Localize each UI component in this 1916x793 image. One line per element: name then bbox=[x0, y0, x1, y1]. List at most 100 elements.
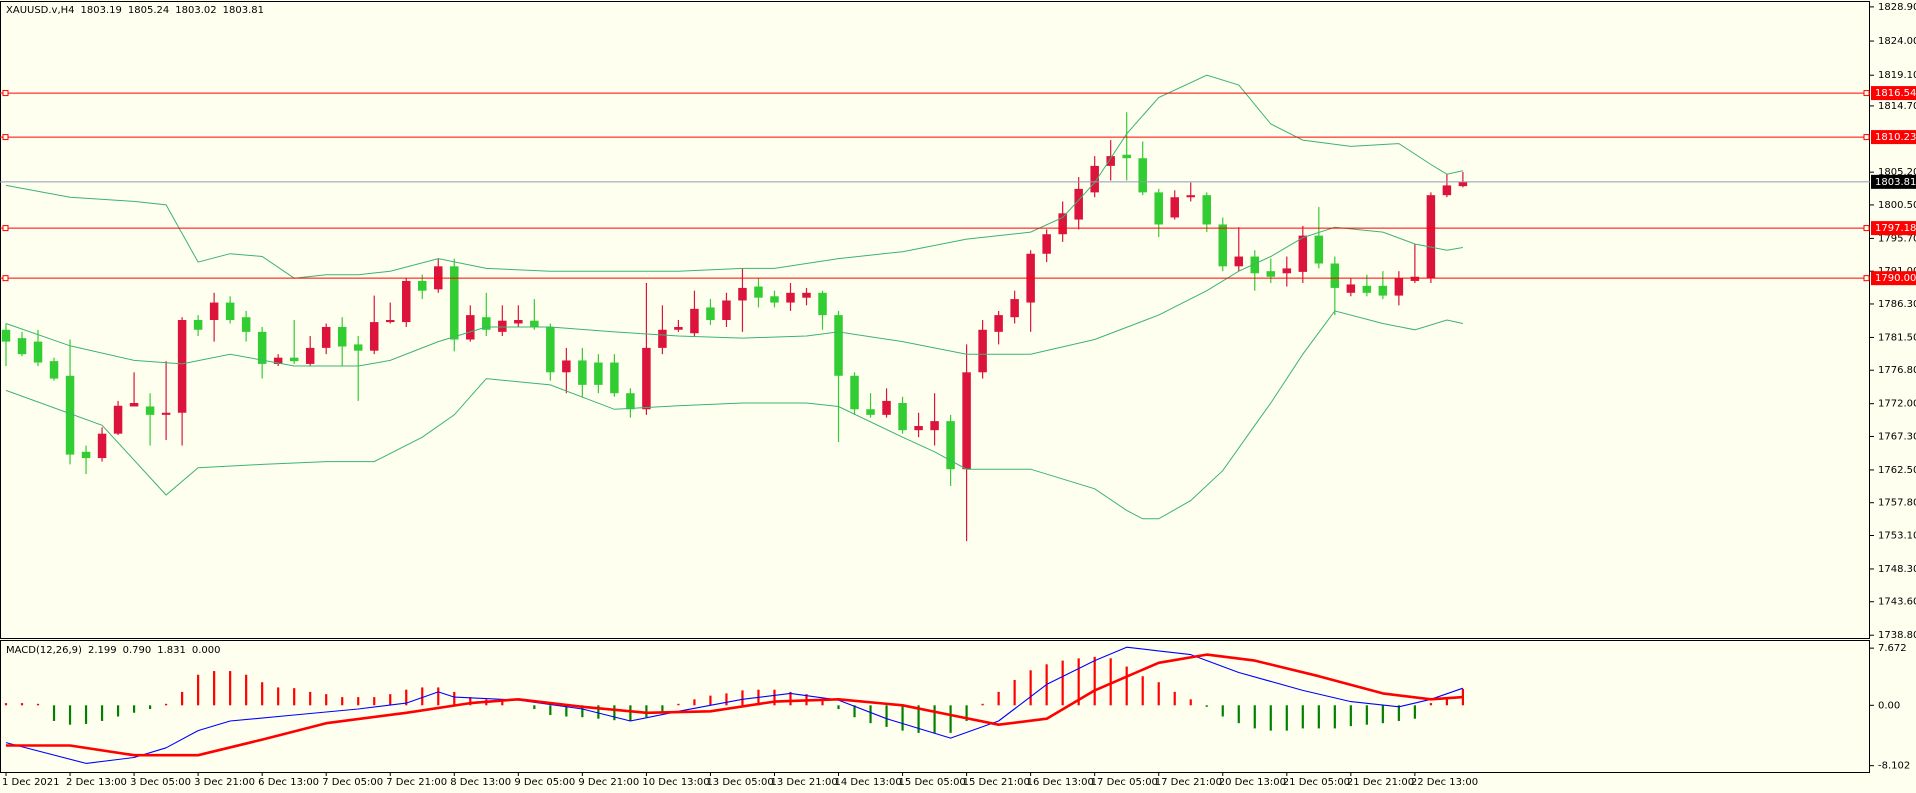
level-marker bbox=[1863, 90, 1870, 97]
candle-body bbox=[722, 300, 731, 320]
bollinger-band bbox=[5, 226, 1463, 367]
candle-body bbox=[418, 280, 427, 291]
candle-body bbox=[17, 338, 27, 355]
y-tick-label: 1776.80 bbox=[1878, 365, 1916, 376]
candle-body bbox=[898, 402, 907, 431]
y-tick-label: 1767.30 bbox=[1878, 431, 1916, 442]
candle-body bbox=[1458, 181, 1468, 187]
header-value: 1805.24 bbox=[128, 5, 169, 16]
y-tick-label: 0.00 bbox=[1878, 700, 1900, 711]
candle-body bbox=[1394, 278, 1404, 296]
candle-body bbox=[930, 421, 939, 431]
level-label-box bbox=[1871, 271, 1916, 286]
candle-body bbox=[1186, 195, 1195, 198]
x-tick-label: 16 Dec 13:00 bbox=[1027, 777, 1094, 788]
y-tick-label: -8.102 bbox=[1878, 761, 1910, 772]
candle-body bbox=[1362, 285, 1372, 293]
level-label: 1790.00 bbox=[1875, 273, 1916, 284]
x-tick-label: 6 Dec 13:00 bbox=[258, 777, 319, 788]
x-tick-label: 20 Dec 13:00 bbox=[1219, 777, 1286, 788]
y-tick-label: 1800.50 bbox=[1878, 200, 1916, 211]
candle-body bbox=[690, 308, 699, 334]
candle-body bbox=[1218, 224, 1228, 267]
candle-body bbox=[369, 322, 379, 351]
candle-body bbox=[642, 347, 651, 410]
candle-body bbox=[1138, 158, 1147, 193]
candle-body bbox=[1074, 188, 1083, 220]
candle-body bbox=[1346, 284, 1356, 293]
candle-body bbox=[145, 406, 155, 415]
candle-body bbox=[1154, 192, 1163, 225]
y-tick-label: 1805.20 bbox=[1878, 167, 1916, 178]
candle-body bbox=[514, 320, 523, 324]
x-tick-label: 13 Dec 05:00 bbox=[706, 777, 773, 788]
y-tick-label: 1795.70 bbox=[1878, 233, 1916, 244]
candle-body bbox=[1106, 156, 1115, 166]
level-label: 1797.18 bbox=[1875, 223, 1916, 234]
candle-body bbox=[578, 360, 587, 385]
x-tick-label: 3 Dec 05:00 bbox=[130, 777, 191, 788]
candle-body bbox=[273, 357, 283, 364]
candle-body bbox=[1202, 195, 1211, 225]
candle-body bbox=[786, 292, 795, 303]
candle-body bbox=[1, 329, 11, 342]
x-tick-label: 14 Dec 13:00 bbox=[835, 777, 902, 788]
indicator-value: 1.831 bbox=[157, 645, 186, 656]
candle-body bbox=[209, 302, 219, 320]
y-tick-label: 7.672 bbox=[1878, 643, 1907, 654]
x-tick-label: 7 Dec 21:00 bbox=[386, 777, 447, 788]
level-marker bbox=[1863, 275, 1870, 282]
level-label: 1816.54 bbox=[1875, 88, 1916, 99]
current-price-box bbox=[1871, 174, 1916, 189]
candle-body bbox=[81, 451, 91, 459]
level-marker bbox=[2, 134, 9, 141]
candle-body bbox=[97, 433, 107, 459]
x-tick-label: 17 Dec 21:00 bbox=[1155, 777, 1222, 788]
level-marker bbox=[1863, 225, 1870, 232]
candle-body bbox=[818, 292, 827, 316]
indicator-label: MACD(12,26,9) bbox=[6, 645, 82, 656]
y-tick-label: 1762.50 bbox=[1878, 465, 1916, 476]
y-tick-label: 1814.70 bbox=[1878, 101, 1916, 112]
candle-body bbox=[1234, 256, 1244, 267]
level-label-box bbox=[1871, 130, 1916, 145]
candle-body bbox=[193, 320, 203, 330]
candle-body bbox=[626, 393, 635, 410]
level-marker bbox=[2, 90, 9, 97]
x-tick-label: 8 Dec 13:00 bbox=[450, 777, 511, 788]
x-tick-label: 21 Dec 05:00 bbox=[1283, 777, 1350, 788]
x-tick-label: 17 Dec 05:00 bbox=[1091, 777, 1158, 788]
y-tick-label: 1828.90 bbox=[1878, 2, 1916, 13]
bollinger-band bbox=[5, 74, 1464, 279]
x-tick-label: 3 Dec 21:00 bbox=[194, 777, 255, 788]
indicator-value: 0.790 bbox=[123, 645, 152, 656]
candle-body bbox=[1170, 197, 1179, 218]
price-panel-frame bbox=[0, 1, 1870, 639]
level-marker bbox=[1863, 134, 1870, 141]
candle-body bbox=[562, 360, 571, 373]
symbol: XAUUSD.v,H4 bbox=[6, 5, 75, 16]
x-tick-label: 21 Dec 21:00 bbox=[1347, 777, 1414, 788]
x-tick-label: 9 Dec 05:00 bbox=[514, 777, 575, 788]
candle-body bbox=[241, 317, 251, 332]
candle-body bbox=[882, 400, 891, 415]
level-label: 1810.23 bbox=[1875, 132, 1916, 143]
candle-body bbox=[978, 329, 987, 373]
candle-body bbox=[482, 317, 491, 330]
candle-body bbox=[914, 426, 923, 431]
candle-body bbox=[257, 331, 267, 364]
candle-body bbox=[962, 372, 971, 470]
candle-body bbox=[594, 362, 603, 385]
candle-body bbox=[65, 375, 75, 455]
level-marker bbox=[2, 225, 9, 232]
y-tick-label: 1781.50 bbox=[1878, 332, 1916, 343]
y-tick-label: 1786.30 bbox=[1878, 299, 1916, 310]
candle-body bbox=[802, 292, 811, 298]
candle-body bbox=[33, 341, 43, 363]
candle-body bbox=[385, 320, 395, 323]
x-tick-label: 22 Dec 13:00 bbox=[1411, 777, 1478, 788]
candle-body bbox=[1010, 299, 1019, 318]
candle-body bbox=[1282, 268, 1292, 274]
candle-body bbox=[1298, 235, 1308, 272]
